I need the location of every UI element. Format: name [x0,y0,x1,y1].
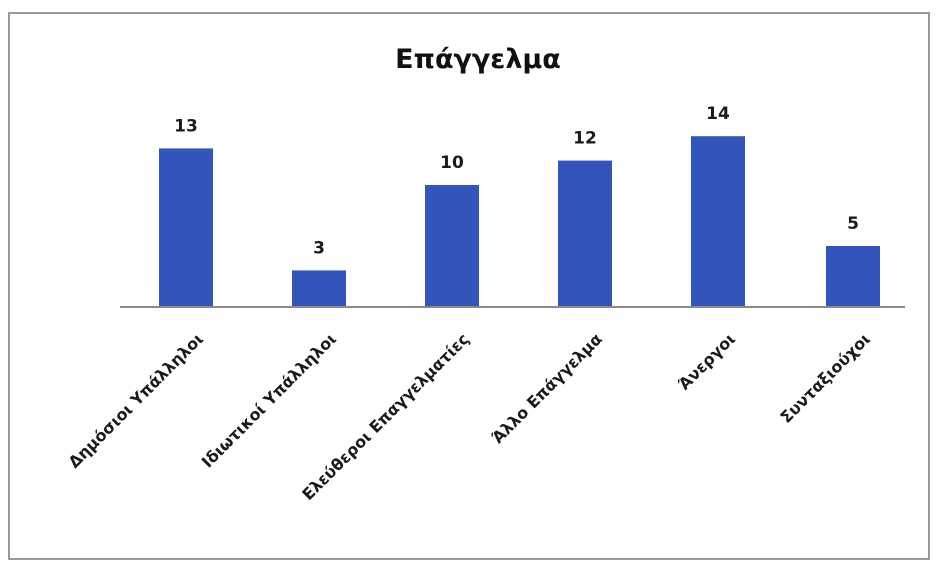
data-labels-group: 13 3 10 12 14 5 [174,104,859,258]
bar [691,136,745,307]
chart-title: Επάγγελμα [395,44,561,75]
data-label: 13 [174,116,198,136]
category-label: Δημόσιοι Υπάλληλοι [65,329,207,471]
category-label: Ιδιωτικοί Υπάλληλοι [198,329,340,471]
bar [826,246,880,307]
category-label: Άλλο Επάγγελμα [488,329,606,447]
data-label: 12 [573,129,597,149]
data-label: 5 [847,214,859,234]
category-label: Συνταξιούχοι [776,329,873,426]
bars-group [159,136,880,307]
data-label: 10 [440,153,464,173]
bar [159,148,213,307]
bar [292,270,346,307]
data-label: 14 [706,104,730,124]
bar [558,160,612,307]
data-label: 3 [313,238,325,258]
category-label: Άνεργοι [674,329,738,393]
bar [425,185,479,307]
